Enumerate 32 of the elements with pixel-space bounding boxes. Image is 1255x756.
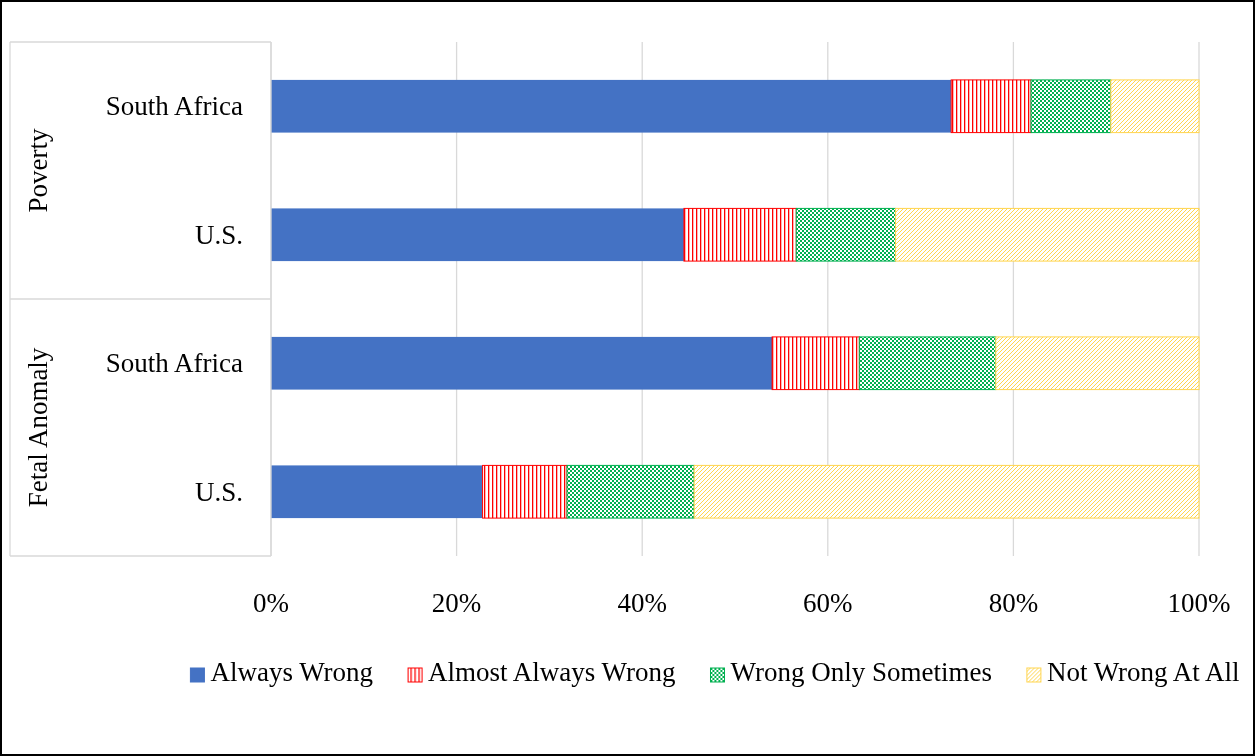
text: Poverty (23, 128, 53, 213)
bar (950, 79, 1032, 134)
legend-label: Wrong Only Sometimes (730, 657, 992, 687)
legend-label: Not Wrong At All (1046, 657, 1240, 687)
bar (895, 207, 1200, 262)
text: Fetal Anomaly (23, 347, 53, 508)
x-tick-label: 100% (1167, 588, 1231, 618)
bar (1030, 79, 1112, 134)
x-tick-label: 20% (431, 588, 482, 618)
bar (858, 336, 997, 391)
x-tick-label: 0% (253, 588, 289, 618)
legend-label: Almost Always Wrong (428, 657, 676, 687)
legend-label: Always Wrong (210, 657, 374, 687)
bar (271, 465, 483, 519)
x-tick-label: 60% (803, 588, 853, 618)
bar (771, 336, 860, 391)
x-tick-label: 40% (617, 588, 667, 618)
bar (566, 464, 695, 519)
y-tick-label: U.S. (194, 219, 243, 250)
bar (1110, 79, 1200, 134)
bar (271, 336, 773, 390)
bar (693, 464, 1200, 519)
bar (795, 207, 897, 262)
y-tick-label: U.S. (194, 476, 243, 507)
bar (995, 336, 1200, 391)
bar (271, 208, 684, 262)
bar (683, 207, 797, 262)
bar (482, 464, 568, 519)
bar (271, 79, 952, 133)
y-tick-label: South Africa (105, 348, 244, 379)
x-tick-label: 80% (988, 588, 1039, 618)
y-tick-label: South Africa (105, 91, 244, 122)
